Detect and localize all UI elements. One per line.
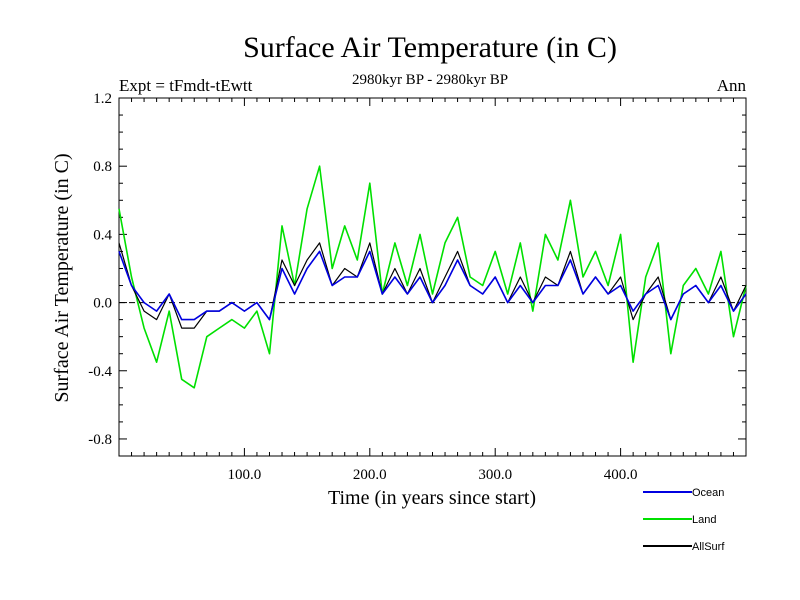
season-label: Ann bbox=[717, 76, 747, 95]
series-land-line bbox=[118, 165, 747, 389]
x-tick-label: 200.0 bbox=[353, 467, 387, 483]
plot-frame bbox=[118, 97, 747, 457]
expt-label: Expt = tFmdt-tEwtt bbox=[119, 76, 253, 95]
x-tick-label: 300.0 bbox=[478, 467, 512, 483]
series-allsurf-line bbox=[118, 242, 747, 329]
x-tick-label: 100.0 bbox=[228, 467, 262, 483]
y-tick-label: 0.4 bbox=[93, 227, 112, 243]
y-tick-label: -0.4 bbox=[88, 364, 112, 380]
legend-label-land: Land bbox=[692, 514, 716, 526]
y-tick-label: 0.0 bbox=[93, 296, 112, 312]
y-tick-label: -0.8 bbox=[88, 432, 112, 448]
y-tick-label: 0.8 bbox=[93, 159, 112, 175]
y-axis: -0.8 -0.4 0.0 0.4 0.8 1.2 bbox=[88, 91, 746, 457]
series-ocean-line bbox=[118, 250, 747, 321]
y-tick-label: 1.2 bbox=[93, 91, 112, 107]
x-tick-label: 400.0 bbox=[604, 467, 638, 483]
x-axis-label: Time (in years since start) bbox=[328, 487, 536, 509]
x-axis: 100.0 200.0 300.0 400.0 bbox=[131, 98, 734, 483]
chart-subtitle: 2980kyr BP - 2980kyr BP bbox=[352, 72, 508, 88]
y-axis-label: Surface Air Temperature (in C) bbox=[51, 153, 73, 402]
legend: Ocean Land AllSurf bbox=[643, 487, 725, 553]
legend-label-ocean: Ocean bbox=[692, 487, 724, 499]
legend-label-allsurf: AllSurf bbox=[692, 541, 725, 553]
chart-title: Surface Air Temperature (in C) bbox=[243, 31, 617, 64]
series-group bbox=[118, 165, 747, 389]
